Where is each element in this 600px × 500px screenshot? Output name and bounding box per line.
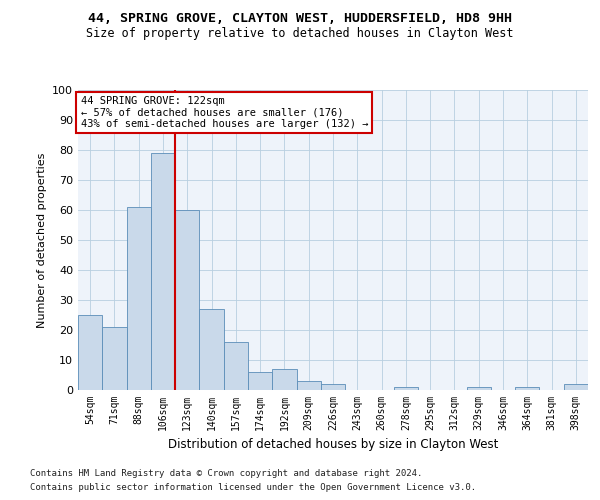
Text: 44 SPRING GROVE: 122sqm
← 57% of detached houses are smaller (176)
43% of semi-d: 44 SPRING GROVE: 122sqm ← 57% of detache… bbox=[80, 96, 368, 129]
Bar bbox=[151, 153, 175, 390]
Bar bbox=[564, 384, 588, 390]
Text: 44, SPRING GROVE, CLAYTON WEST, HUDDERSFIELD, HD8 9HH: 44, SPRING GROVE, CLAYTON WEST, HUDDERSF… bbox=[88, 12, 512, 26]
Bar bbox=[127, 207, 151, 390]
Bar bbox=[296, 381, 321, 390]
Bar bbox=[272, 369, 296, 390]
Bar bbox=[224, 342, 248, 390]
Bar bbox=[515, 387, 539, 390]
Bar bbox=[321, 384, 345, 390]
Bar bbox=[467, 387, 491, 390]
Bar bbox=[199, 309, 224, 390]
Text: Contains HM Land Registry data © Crown copyright and database right 2024.: Contains HM Land Registry data © Crown c… bbox=[30, 468, 422, 477]
Bar bbox=[102, 327, 127, 390]
Bar bbox=[248, 372, 272, 390]
Bar bbox=[175, 210, 199, 390]
Bar bbox=[78, 315, 102, 390]
Y-axis label: Number of detached properties: Number of detached properties bbox=[37, 152, 47, 328]
X-axis label: Distribution of detached houses by size in Clayton West: Distribution of detached houses by size … bbox=[168, 438, 498, 452]
Text: Size of property relative to detached houses in Clayton West: Size of property relative to detached ho… bbox=[86, 28, 514, 40]
Bar bbox=[394, 387, 418, 390]
Text: Contains public sector information licensed under the Open Government Licence v3: Contains public sector information licen… bbox=[30, 484, 476, 492]
